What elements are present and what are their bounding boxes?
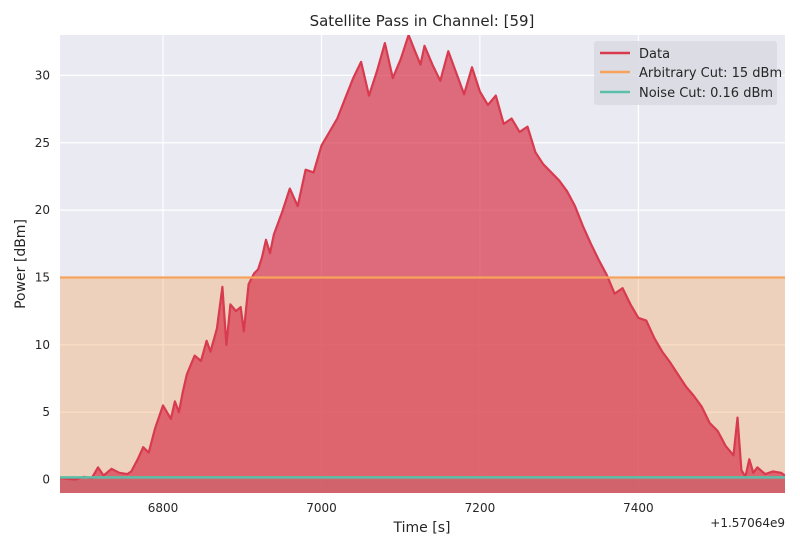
legend-box [594,41,777,105]
legend: Data Arbitrary Cut: 15 dBm Noise Cut: 0.… [594,41,782,105]
y-tick-label: 15 [35,270,50,284]
x-tick-label: 7200 [465,501,496,515]
y-tick-label: 5 [42,405,50,419]
data-area [60,35,785,493]
legend-label-data: Data [639,47,670,62]
legend-label-arbitrary-cut: Arbitrary Cut: 15 dBm [639,66,782,81]
x-offset-label: +1.57064e9 [710,516,785,530]
y-axis-label: Power [dBm] [13,219,29,309]
y-tick-label: 20 [35,203,50,217]
line-layer [60,35,785,481]
x-tick-label: 6800 [148,501,179,515]
y-tick-label: 25 [35,136,50,150]
data-line [60,35,785,481]
fill-layer [60,35,785,493]
tick-layer: 6800 7000 7200 7400 0 5 10 15 20 25 30 [35,68,654,515]
legend-label-noise-cut: Noise Cut: 0.16 dBm [639,86,773,101]
y-tick-label: 0 [42,473,50,487]
x-axis-label: Time [s] [393,520,451,536]
y-tick-label: 10 [35,338,50,352]
chart-title: Satellite Pass in Channel: [59] [310,12,535,30]
x-tick-label: 7000 [306,501,337,515]
x-tick-label: 7400 [623,501,654,515]
y-tick-label: 30 [35,68,50,82]
